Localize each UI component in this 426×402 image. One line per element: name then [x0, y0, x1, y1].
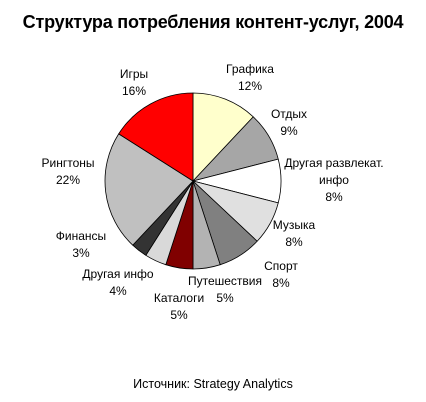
slice-name-label: Другая развлекат. — [284, 156, 383, 170]
slice-label: Игры 16% — [120, 67, 148, 98]
slice-name-label: инфо — [319, 173, 349, 187]
slice-name-label: Финансы — [56, 229, 106, 243]
slice-value-label: 22% — [56, 173, 80, 187]
source-note: Источник: Strategy Analytics — [133, 377, 293, 391]
slice-label: Каталоги 5% — [154, 291, 204, 322]
slice-name-label: Музыка — [273, 218, 316, 232]
slice-label: Рингтоны 22% — [42, 156, 95, 187]
slice-value-label: 8% — [325, 190, 343, 204]
slice-name-label: Игры — [120, 67, 148, 81]
slice-name-label: Каталоги — [154, 291, 204, 305]
slice-label: Графика 12% — [226, 62, 274, 93]
slice-value-label: 16% — [122, 84, 146, 98]
slice-name-label: Другая инфо — [82, 267, 153, 281]
slice-value-label: 12% — [238, 79, 262, 93]
slice-value-label: 8% — [285, 235, 303, 249]
pie-labels: Графика 12% Отдых 9% Другая развлекат. инфо 8%… — [42, 62, 384, 322]
slice-value-label: 8% — [272, 276, 290, 290]
slice-name-label: Графика — [226, 62, 274, 76]
slice-value-label: 4% — [109, 284, 127, 298]
slice-label: Путешествия 5% — [188, 274, 262, 305]
slice-name-label: Отдых — [271, 107, 307, 121]
slice-name-label: Рингтоны — [42, 156, 95, 170]
slice-value-label: 5% — [216, 291, 234, 305]
slice-name-label: Путешествия — [188, 274, 262, 288]
slice-value-label: 5% — [170, 308, 188, 322]
pie-slice — [192, 92, 254, 182]
slice-name-label: Спорт — [264, 259, 298, 273]
slice-label: Другая развлекат. инфо 8% — [284, 156, 383, 204]
slice-label: Другая инфо 4% — [82, 267, 153, 298]
slice-label: Отдых 9% — [271, 107, 307, 138]
pie-slice — [118, 92, 194, 182]
pie-slices — [104, 92, 282, 270]
pie-slice — [104, 133, 194, 246]
slice-value-label: 9% — [280, 124, 298, 138]
slice-label: Музыка 8% — [273, 218, 316, 249]
slice-label: Финансы 3% — [56, 229, 106, 260]
slice-value-label: 3% — [72, 246, 90, 260]
chart-title: Структура потребления контент-услуг, 200… — [22, 12, 404, 32]
slice-label: Спорт 8% — [264, 259, 298, 290]
